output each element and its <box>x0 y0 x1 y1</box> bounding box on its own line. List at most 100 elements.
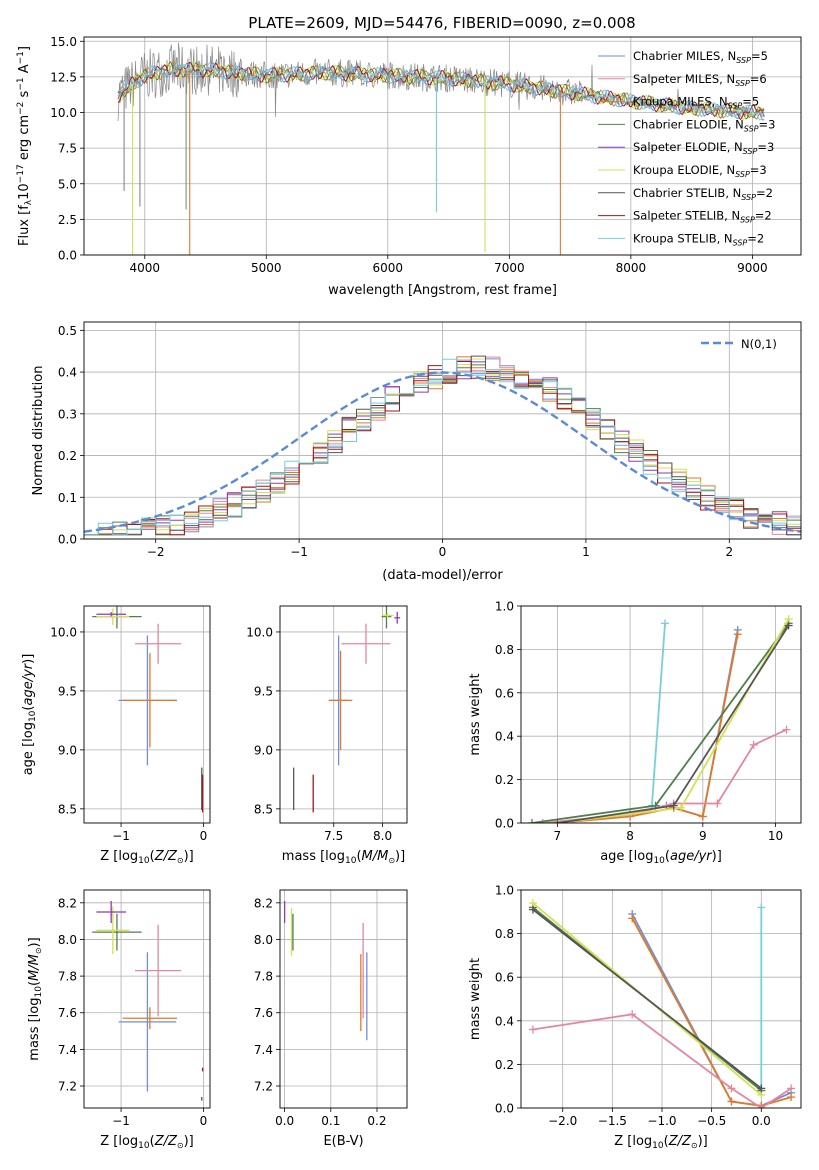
plot-area <box>92 900 204 1101</box>
y-tick-label: 0.0 <box>58 533 77 547</box>
plus-marker <box>713 799 722 808</box>
x-axis-label: E(B-V) <box>323 1134 363 1149</box>
series-line <box>531 622 790 823</box>
plus-marker <box>757 1104 766 1108</box>
errorbar-point <box>96 906 130 955</box>
x-tick-label: 8 <box>626 829 634 843</box>
x-tick-label: −1.0 <box>647 1114 676 1128</box>
axes-frame: −1 0 8.5 9.0 9.5 10.0 Z [log10(Z/Z⊙)] age [log1… <box>21 605 211 866</box>
errorbar-point <box>118 952 177 1092</box>
plot-area <box>293 606 401 813</box>
x-tick-label: 0.0 <box>752 1114 771 1128</box>
errorbar-point <box>96 900 126 923</box>
axes-border <box>83 36 802 256</box>
y-tick-label: 7.5 <box>58 142 77 156</box>
plus-marker <box>733 630 742 639</box>
errorbar-point <box>341 623 391 664</box>
x-tick-label: −2.0 <box>548 1114 577 1128</box>
x-tick-label: 7 <box>554 829 562 843</box>
x-tick-label: 8.0 <box>373 829 392 843</box>
series-line <box>631 917 792 1107</box>
errorbar-point <box>135 623 182 664</box>
plot-area <box>283 900 368 1041</box>
plus-marker <box>727 1097 736 1106</box>
grid <box>84 322 801 540</box>
x-tick-label: 0 <box>439 545 447 559</box>
x-axis-label: Z [log10(Z/Z⊙)] <box>100 849 194 866</box>
series-line <box>532 908 762 1090</box>
y-tick-label: 7.8 <box>254 970 273 984</box>
axes-frame: −2 −1 0 1 2 0.0 0.1 0.2 0.3 0.4 0.5 (data-model)/er… <box>31 321 802 583</box>
panel-residual-histogram: −2 −1 0 1 2 0.0 0.1 0.2 0.3 0.4 0.5 (data-model)/er… <box>31 321 802 583</box>
x-tick-label: 0.0 <box>275 1114 294 1128</box>
plus-marker <box>538 819 547 823</box>
y-axis-label: mass weight <box>468 673 483 755</box>
axes-frame: −2.0 −1.5 −1.0 −0.5 0.0 0.0 0.2 0.4 0.6 0.8 1.0 Z [… <box>468 884 802 1151</box>
legend-label: Salpeter STELIB, NSSP=2 <box>633 209 772 225</box>
x-tick-label: −1 <box>112 829 130 843</box>
series-line <box>651 623 666 806</box>
x-axis-label: (data-model)/error <box>382 568 503 583</box>
plus-marker <box>749 740 758 749</box>
x-tick-label: 0.1 <box>321 1114 340 1128</box>
x-tick-label: −1 <box>112 1114 130 1128</box>
y-tick-label: 8.2 <box>58 896 77 910</box>
plot-area <box>84 355 801 536</box>
y-axis-label: Normed distribution <box>31 366 46 496</box>
x-tick-label: 1 <box>582 545 590 559</box>
grid <box>280 606 407 823</box>
y-axis-label: mass [log10(M/M⊙)] <box>27 937 44 1060</box>
y-tick-label: 9.5 <box>254 684 273 698</box>
plot-area <box>117 42 765 255</box>
axes-border <box>83 889 211 1109</box>
y-tick-label: 8.5 <box>58 802 77 816</box>
y-tick-label: 0.6 <box>495 686 514 700</box>
legend-label: Kroupa STELIB, NSSP=2 <box>633 231 764 247</box>
plus-marker <box>528 905 537 914</box>
y-tick-label: 10.0 <box>50 625 77 639</box>
y-axis-label: age [log10(age/yr)] <box>21 654 38 776</box>
y-tick-label: 0.8 <box>495 927 514 941</box>
x-axis-label: age [log10(age/yr)] <box>600 849 722 866</box>
y-tick-label: 7.8 <box>58 970 77 984</box>
y-tick-label: 9.0 <box>254 743 273 757</box>
y-tick-label: 8.0 <box>58 933 77 947</box>
model-spectrum-line <box>117 61 765 121</box>
legend-label: Kroupa ELODIE, NSSP=3 <box>633 163 767 179</box>
y-tick-label: 10.0 <box>246 625 273 639</box>
x-tick-label: 0 <box>200 829 208 843</box>
y-tick-label: 15.0 <box>50 35 77 49</box>
y-tick-label: 0.8 <box>495 643 514 657</box>
plus-marker <box>757 903 766 912</box>
grid <box>521 605 801 824</box>
axes-border <box>520 605 802 824</box>
plus-marker <box>669 801 678 810</box>
y-tick-label: 10.0 <box>50 106 77 120</box>
errorbar-point <box>328 650 353 750</box>
x-axis-label: Z [log10(Z/Z⊙)] <box>100 1134 194 1151</box>
plus-marker <box>784 621 793 630</box>
legend-label: Chabrier STELIB, NSSP=2 <box>633 186 773 202</box>
plus-marker <box>787 1084 796 1093</box>
y-tick-label: 12.5 <box>50 70 77 84</box>
legend-label: Kroupa MILES, NSSP=5 <box>633 95 759 111</box>
y-tick-label: 0.2 <box>495 1058 514 1072</box>
y-tick-label: 7.6 <box>58 1006 77 1020</box>
axes-border <box>83 605 211 824</box>
legend-label: Salpeter ELODIE, NSSP=3 <box>633 140 774 156</box>
y-tick-label: 9.5 <box>58 684 77 698</box>
x-tick-label: 5000 <box>251 261 282 275</box>
errorbar-point <box>122 653 178 748</box>
y-tick-label: 2.5 <box>58 213 77 227</box>
legend-label: Salpeter MILES, NSSP=6 <box>633 72 767 88</box>
plus-marker <box>698 812 707 821</box>
panel-mass-vs-EBV: 0.0 0.1 0.2 7.2 7.4 7.6 7.8 8.0 8.2 E(B-V) <box>254 889 408 1149</box>
x-tick-label: 2 <box>725 545 733 559</box>
y-tick-label: 0.4 <box>58 366 77 380</box>
legend-label: N(0,1) <box>741 337 777 351</box>
x-tick-label: −0.5 <box>697 1114 726 1128</box>
y-tick-label: 0.5 <box>58 324 77 338</box>
y-axis-label: Flux [fλ10−17 erg cm−2 s−1 A−1] <box>16 46 34 246</box>
x-tick-label: 9 <box>699 829 707 843</box>
